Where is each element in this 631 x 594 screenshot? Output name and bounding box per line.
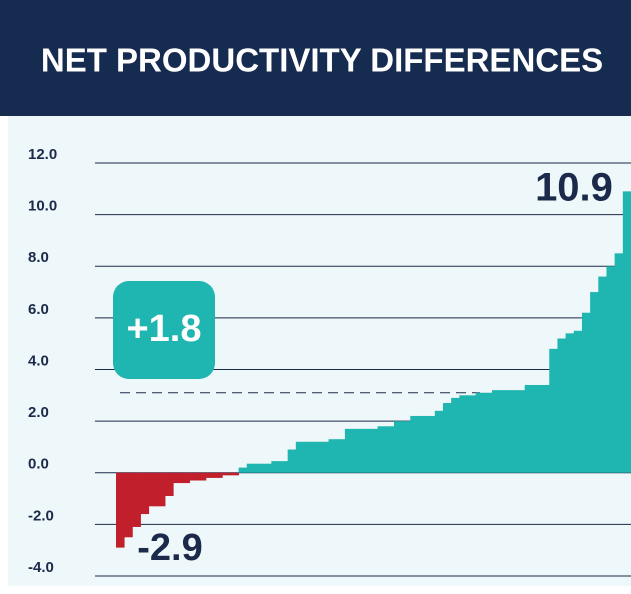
bar bbox=[516, 390, 526, 473]
bar bbox=[467, 395, 477, 473]
bar bbox=[312, 441, 321, 473]
bar bbox=[524, 384, 534, 473]
y-tick-label: 0.0 bbox=[28, 456, 49, 473]
bar bbox=[197, 472, 207, 481]
bar bbox=[263, 463, 272, 473]
bar bbox=[189, 472, 199, 481]
bar bbox=[532, 384, 542, 473]
bar bbox=[214, 472, 223, 478]
bar bbox=[124, 472, 133, 538]
bar bbox=[287, 449, 297, 473]
bar bbox=[459, 395, 468, 473]
bar bbox=[238, 467, 248, 473]
y-tick-label: 2.0 bbox=[28, 404, 49, 421]
bar bbox=[565, 333, 575, 473]
bar bbox=[369, 428, 378, 473]
bar bbox=[246, 463, 256, 473]
annotation: +1.8 bbox=[126, 308, 201, 350]
bar bbox=[116, 472, 125, 548]
bar bbox=[418, 415, 428, 473]
bar bbox=[173, 472, 182, 484]
bar bbox=[451, 397, 460, 473]
y-tick-label: 12.0 bbox=[28, 146, 57, 163]
bar bbox=[442, 403, 452, 473]
bar bbox=[361, 428, 370, 473]
bar bbox=[140, 472, 150, 515]
bar bbox=[598, 276, 607, 473]
y-tick-label: 4.0 bbox=[28, 352, 49, 369]
bar bbox=[581, 312, 591, 473]
bar bbox=[230, 472, 240, 476]
bar bbox=[205, 472, 215, 478]
bar bbox=[385, 426, 395, 473]
annotation: 10.9 bbox=[535, 166, 613, 210]
bar bbox=[304, 441, 313, 473]
bars bbox=[116, 191, 631, 548]
bar bbox=[344, 428, 354, 473]
bar bbox=[492, 390, 501, 473]
bar bbox=[606, 266, 616, 473]
bar bbox=[279, 461, 289, 473]
bar bbox=[222, 472, 231, 476]
plot-background bbox=[8, 116, 631, 586]
bar bbox=[402, 421, 411, 473]
bar bbox=[573, 330, 583, 473]
bar bbox=[132, 472, 141, 527]
bar bbox=[434, 410, 444, 473]
bar bbox=[165, 472, 174, 496]
bar bbox=[271, 461, 280, 473]
bar bbox=[148, 472, 158, 507]
annotation: -2.9 bbox=[137, 527, 202, 569]
bar bbox=[254, 463, 264, 473]
bar bbox=[393, 421, 403, 473]
bar bbox=[541, 384, 550, 473]
y-tick-label: 8.0 bbox=[28, 249, 49, 266]
bar bbox=[622, 191, 631, 473]
bar bbox=[410, 415, 419, 473]
bar bbox=[353, 428, 362, 473]
bar bbox=[295, 441, 305, 473]
y-tick-label: 10.0 bbox=[28, 198, 57, 215]
bar bbox=[475, 392, 485, 473]
y-tick-label: -4.0 bbox=[28, 559, 54, 576]
annotation-box bbox=[113, 281, 215, 379]
bar bbox=[557, 338, 567, 473]
bar bbox=[483, 392, 493, 473]
chart-title: NET PRODUCTIVITY DIFFERENCES bbox=[41, 42, 603, 79]
bar bbox=[549, 348, 558, 473]
bar bbox=[156, 472, 166, 507]
bar bbox=[508, 390, 517, 473]
bar bbox=[590, 292, 599, 473]
bar bbox=[181, 472, 190, 484]
y-tick-label: 6.0 bbox=[28, 301, 49, 318]
header bbox=[0, 0, 631, 116]
bar bbox=[377, 426, 387, 473]
bar bbox=[328, 439, 338, 473]
bar bbox=[614, 253, 624, 473]
y-tick-label: -2.0 bbox=[28, 507, 54, 524]
bar bbox=[320, 441, 329, 473]
bar bbox=[336, 439, 346, 473]
bar bbox=[426, 415, 436, 473]
bar bbox=[500, 390, 509, 473]
